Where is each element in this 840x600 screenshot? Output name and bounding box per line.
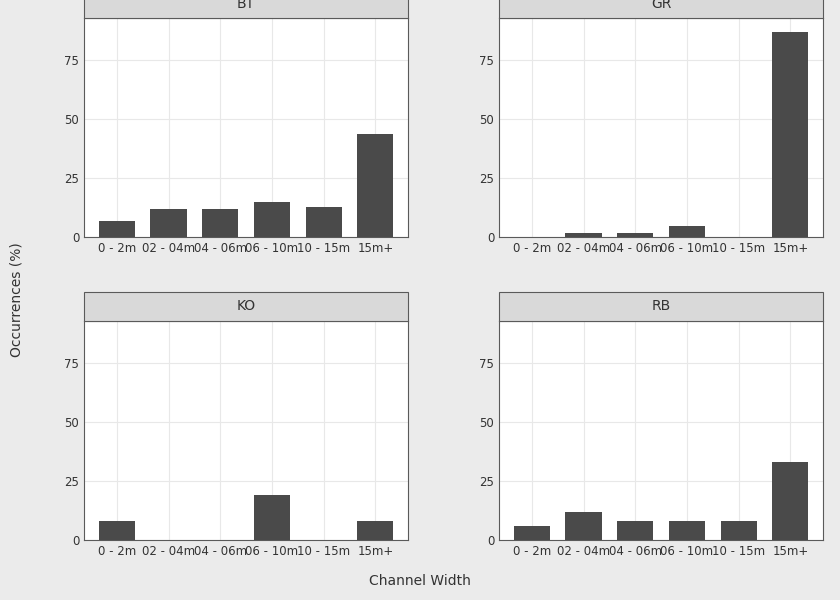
Bar — [617, 233, 654, 238]
Bar — [617, 521, 654, 540]
Bar — [150, 209, 186, 238]
Text: GR: GR — [651, 0, 671, 11]
Bar — [306, 206, 342, 238]
Bar — [565, 233, 601, 238]
FancyBboxPatch shape — [84, 0, 408, 18]
Text: Occurrences (%): Occurrences (%) — [10, 242, 24, 358]
Bar — [721, 521, 757, 540]
Bar — [772, 462, 808, 540]
Bar — [254, 202, 290, 238]
Bar — [357, 134, 393, 238]
Text: KO: KO — [237, 299, 255, 313]
Bar — [202, 209, 239, 238]
Bar — [254, 495, 290, 540]
Bar — [669, 521, 705, 540]
Text: BT: BT — [237, 0, 255, 11]
Text: Channel Width: Channel Width — [369, 574, 471, 588]
Bar — [514, 526, 550, 540]
Bar — [99, 521, 135, 540]
Bar — [669, 226, 705, 238]
Text: RB: RB — [652, 299, 670, 313]
Bar — [357, 521, 393, 540]
FancyBboxPatch shape — [499, 292, 823, 320]
Bar — [772, 32, 808, 238]
Bar — [99, 221, 135, 238]
FancyBboxPatch shape — [84, 292, 408, 320]
FancyBboxPatch shape — [499, 0, 823, 18]
Bar — [565, 512, 601, 540]
